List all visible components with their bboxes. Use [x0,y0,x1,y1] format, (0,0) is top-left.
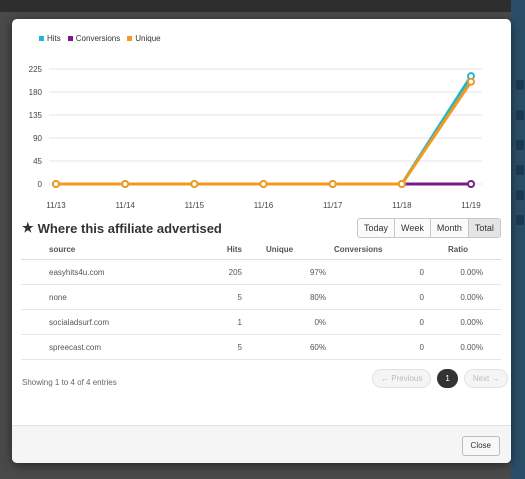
hits-cell: 5 [183,284,246,310]
ratio-cell: 0.00% [428,284,501,310]
x-tick-label: 11/18 [392,201,412,210]
page-1-button[interactable]: 1 [437,369,458,388]
conversions-cell: 0 [330,309,428,335]
column-header-conversions[interactable]: Conversions [330,240,428,260]
data-point [328,180,337,188]
table-header-row: source Hits Unique Conversions Ratio [21,240,501,260]
pagination: ← Previous 1 Next → [372,369,509,388]
table-row: none 5 80% 0 0.00% [21,284,501,310]
x-tick-label: 11/13 [46,201,66,210]
table-row: socialadsurf.com 1 0% 0 0.00% [21,309,501,335]
legend-item-unique: Unique [127,34,161,43]
table-row: spreecast.com 5 60% 0 0.00% [21,334,501,360]
total-button[interactable]: Total [467,218,501,238]
unique-cell: 0% [246,309,330,335]
star-icon: ★ [22,220,34,235]
hits-cell: 1 [183,309,246,335]
modal-dialog: Hits Conversions Unique 0 45 90 135 180 225 11… [12,19,511,463]
data-point [52,180,60,188]
data-point [397,180,406,188]
conversions-cell: 0 [330,334,428,360]
section-heading: ★ Where this affiliate advertised [22,220,222,236]
month-button[interactable]: Month [429,218,469,238]
background-sidebar [511,0,525,479]
column-header-source[interactable]: source [21,240,183,260]
column-header-ratio[interactable]: Ratio [428,240,501,260]
ratio-cell: 0.00% [428,334,501,360]
x-tick-label: 11/15 [185,201,205,210]
period-button-group: Today Week Month Total [357,218,501,238]
data-point [259,180,268,188]
x-tick-label: 11/19 [461,201,481,210]
week-button[interactable]: Week [394,218,431,238]
ratio-cell: 0.00% [428,309,501,335]
unique-cell: 97% [246,259,330,285]
y-tick-label: 225 [29,65,43,74]
table-info: Showing 1 to 4 of 4 entries [22,378,117,387]
legend-swatch [127,36,133,41]
y-tick-label: 45 [33,157,42,166]
column-header-hits[interactable]: Hits [183,240,246,260]
modal-footer: Close [12,425,511,463]
y-tick-label: 180 [29,88,43,97]
x-tick-label: 11/16 [254,201,274,210]
sources-table: source Hits Unique Conversions Ratio eas… [21,240,501,360]
today-button[interactable]: Today [357,218,396,238]
chart-area: Hits Conversions Unique 0 45 90 135 180 225 11… [12,19,511,214]
x-tick-label: 11/17 [323,201,343,210]
background-header [0,0,525,12]
hits-cell: 5 [183,334,246,360]
column-header-unique[interactable]: Unique [246,240,330,260]
legend-swatch [67,36,73,41]
y-tick-label: 135 [29,111,43,120]
data-point [467,77,475,86]
unique-cell: 80% [246,284,330,310]
conversions-cell: 0 [330,284,428,310]
source-cell: socialadsurf.com [21,309,183,335]
close-button[interactable]: Close [461,436,500,456]
hits-cell: 205 [183,259,246,285]
section-title-text: Where this affiliate advertised [37,220,222,236]
source-cell: easyhits4u.com [21,259,183,285]
x-tick-label: 11/14 [115,201,135,210]
y-tick-label: 90 [33,134,42,143]
data-point [121,180,130,188]
series-line-unique [56,80,473,186]
y-tick-label: 0 [38,180,43,189]
line-chart: 0 45 90 135 180 225 11/13 11/14 11/15 11/16 11/17 1… [29,65,482,210]
legend-swatch [39,36,44,41]
data-point [467,180,475,188]
data-point [190,180,199,188]
conversions-cell: 0 [330,259,428,285]
previous-page-button[interactable]: ← Previous [372,369,432,388]
source-cell: none [21,284,183,310]
source-cell: spreecast.com [21,334,183,360]
ratio-cell: 0.00% [428,259,501,285]
legend-item-hits: Hits [39,34,61,43]
next-page-button[interactable]: Next → [463,369,509,388]
unique-cell: 60% [246,334,330,360]
legend-item-conversions: Conversions [67,34,120,43]
chart-legend: Hits Conversions Unique [39,34,161,43]
table-row: easyhits4u.com 205 97% 0 0.00% [21,259,501,285]
